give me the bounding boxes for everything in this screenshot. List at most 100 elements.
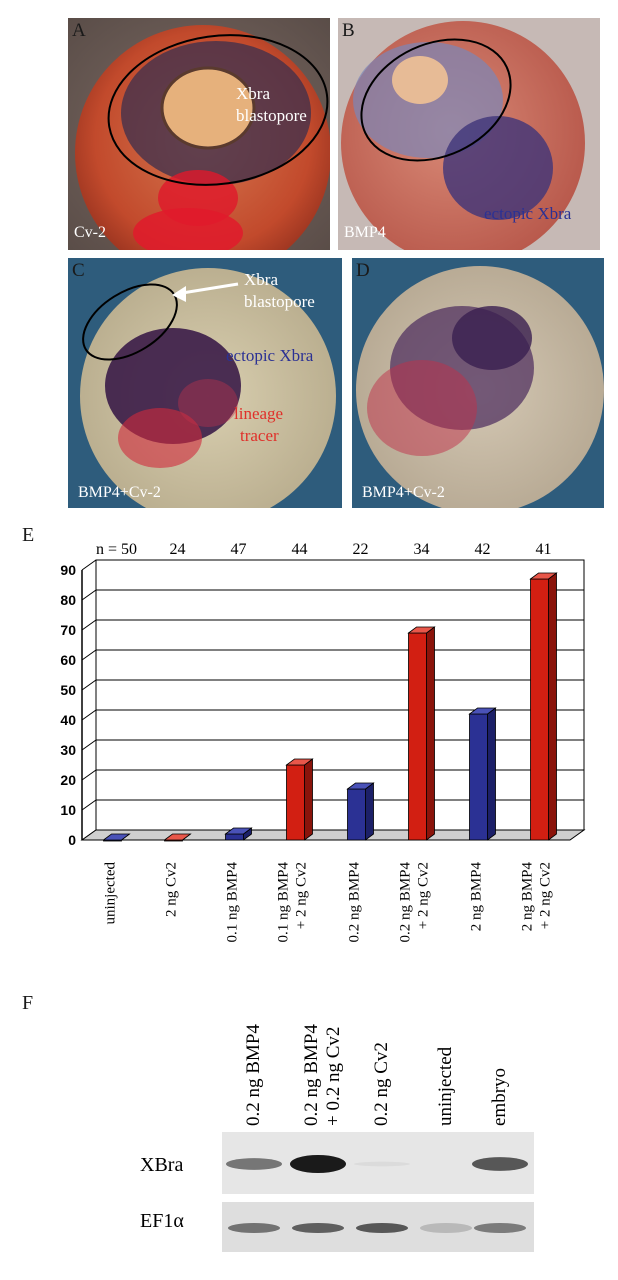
panel-c-label: C [72, 260, 85, 281]
category-label: + 2 ng Cv2 [416, 862, 432, 929]
bar [469, 713, 488, 841]
bar-top [468, 707, 497, 715]
panel-c-annotation-ectopic: ectopic Xbra [226, 346, 314, 365]
bar-side [304, 758, 313, 841]
band-xbra [354, 1161, 410, 1167]
panel-d: D BMP4+Cv-2 [352, 258, 604, 508]
y-tick-label: 90 [60, 562, 76, 578]
n-label: 34 [414, 541, 430, 558]
panel-c-annotation-tracer: tracer [240, 426, 279, 445]
gridline-depth [81, 589, 97, 601]
panel-d-caption: BMP4+Cv-2 [362, 484, 445, 501]
bar-side [426, 626, 435, 841]
category-label: 0.2 ng BMP4 [347, 862, 363, 943]
bar [347, 788, 366, 841]
panel-d-label: D [356, 260, 370, 281]
y-tick-label: 0 [68, 832, 76, 848]
gridline-depth [81, 679, 97, 691]
n-label: 24 [170, 541, 186, 558]
n-label: 42 [475, 541, 491, 558]
gridline-depth [81, 799, 97, 811]
bar [408, 632, 427, 841]
band-xbra [472, 1157, 528, 1171]
plot-wall [95, 559, 585, 831]
gridline-depth [81, 619, 97, 631]
plot-floor [80, 829, 586, 841]
western-blot-image [222, 1132, 534, 1252]
panel-b-caption: BMP4 [344, 224, 386, 241]
category-label: 0.1 ng BMP4 [225, 862, 241, 943]
lane-label: 0.2 ng BMP4 [301, 1024, 322, 1126]
n-label: 44 [292, 541, 308, 558]
bar [225, 833, 244, 841]
row-label-xbra: XBra [140, 1154, 184, 1176]
band-ef1a [292, 1223, 344, 1233]
band-ef1a [420, 1223, 472, 1233]
panel-a-embryo-image [68, 18, 330, 250]
y-tick-label: 70 [60, 622, 76, 638]
bar-top [224, 827, 253, 835]
band-ef1a [356, 1223, 408, 1233]
panel-b-annotation-ectopic: ectopic Xbra [484, 204, 572, 223]
bar-top [529, 572, 558, 580]
panel-a: A Xbra blastopore Cv-2 [68, 18, 330, 250]
lane-label: + 0.2 ng Cv2 [323, 1026, 344, 1126]
n-label: 22 [353, 541, 369, 558]
panel-c-annotation-blastopore: blastopore [244, 292, 315, 311]
gridline-depth [81, 769, 97, 781]
category-label: 0.1 ng BMP4 [276, 862, 292, 943]
band-xbra [290, 1155, 346, 1173]
bar-top [102, 833, 131, 841]
y-tick-label: 10 [60, 802, 76, 818]
category-label: + 2 ng Cv2 [294, 862, 310, 929]
panel-c-annotation-xbra: Xbra [244, 270, 278, 289]
gridline-depth [81, 739, 97, 751]
lane-label: embryo [489, 1067, 510, 1126]
y-tick-label: 30 [60, 742, 76, 758]
category-label: 2 ng BMP4 [469, 862, 485, 932]
panel-a-caption: Cv-2 [74, 224, 106, 241]
panel-b-embryo-image [338, 18, 600, 250]
y-tick-label: 20 [60, 772, 76, 788]
lane-label: uninjected [435, 1046, 456, 1126]
y-tick-label: 60 [60, 652, 76, 668]
panel-c-annotation-lineage: lineage [234, 404, 284, 423]
bar [286, 764, 305, 841]
gridline-depth [81, 559, 97, 571]
bar-top [285, 758, 314, 766]
panel-b: B ectopic Xbra BMP4 [338, 18, 600, 250]
n-label: 47 [231, 541, 247, 558]
category-label: + 2 ng Cv2 [538, 862, 554, 929]
bar-side [487, 707, 496, 841]
category-label: 0.2 ng BMP4 [398, 862, 414, 943]
bar-side [548, 572, 557, 841]
panel-c-embryo-image [68, 258, 342, 508]
gridline-depth [81, 709, 97, 721]
y-tick-label: 50 [60, 682, 76, 698]
bar [530, 578, 549, 841]
panel-f-label: F [22, 992, 34, 1014]
panel-e-label: E [22, 524, 35, 546]
band-ef1a [228, 1223, 280, 1233]
lane-label: 0.2 ng Cv2 [371, 1042, 392, 1126]
panel-d-embryo-image [352, 258, 604, 508]
category-label: uninjected [103, 862, 119, 925]
n-label: n = 50 [96, 541, 137, 558]
category-label: 2 ng Cv2 [164, 862, 180, 917]
gridline-depth [81, 649, 97, 661]
panel-b-label: B [342, 20, 355, 41]
bar-top [407, 626, 436, 634]
panel-a-label: A [72, 20, 86, 41]
n-label: 41 [536, 541, 552, 558]
y-tick-label: 80 [60, 592, 76, 608]
band-ef1a [474, 1223, 526, 1233]
row-label-ef1a: EF1α [140, 1210, 184, 1232]
band-xbra [226, 1158, 282, 1170]
category-label: 2 ng BMP4 [520, 862, 536, 932]
panel-a-annotation-xbra: Xbra [236, 84, 270, 103]
bar-top [346, 782, 375, 790]
bar-top [163, 833, 192, 841]
bar-side [365, 782, 374, 841]
panel-a-annotation-blastopore: blastopore [236, 106, 307, 125]
bar-chart: 0 10 20 30 40 50 60 70 80 90 n = 50 uninjected 24 2 n… [60, 541, 586, 943]
